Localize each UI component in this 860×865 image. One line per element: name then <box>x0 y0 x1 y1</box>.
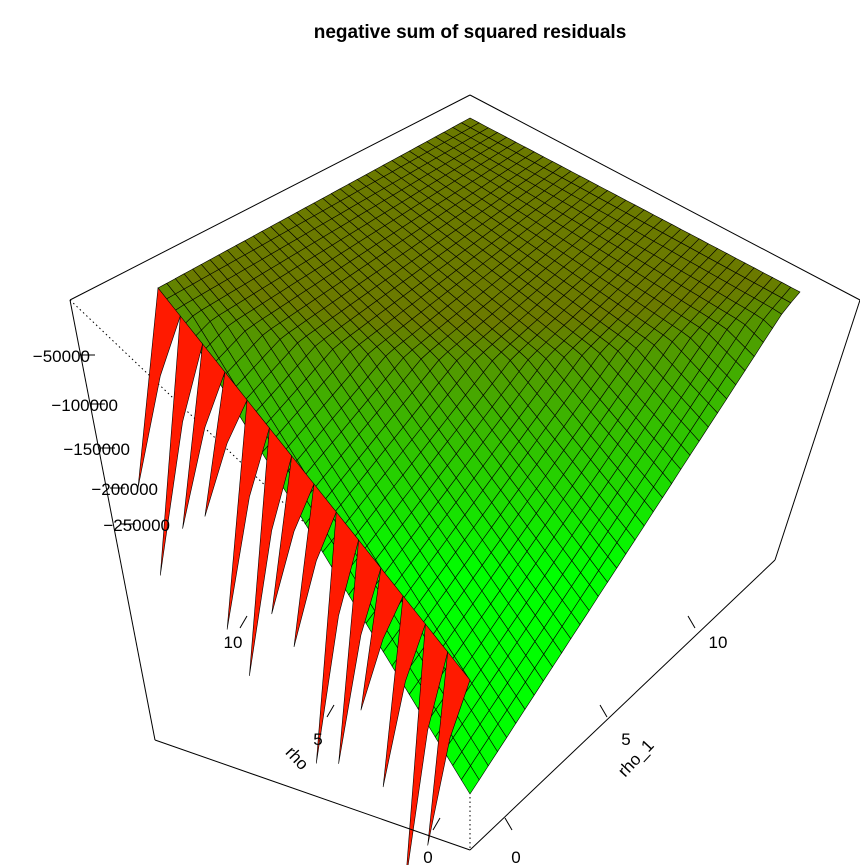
y-tick-label: 0 <box>511 848 520 865</box>
surface-wall-facet <box>338 539 382 764</box>
z-tick-label: −100000 <box>51 396 118 415</box>
surface-wall-facet <box>137 287 181 489</box>
box-edge-bottom-left <box>154 739 471 851</box>
y-tick-label: 5 <box>621 730 630 749</box>
chart-title: negative sum of squared residuals <box>314 22 627 43</box>
surface-wall-facet <box>271 455 315 615</box>
surface-wall-facet <box>406 623 449 865</box>
surface-wall-facet <box>360 567 404 711</box>
y-tick-label: 10 <box>709 633 728 652</box>
surface-mesh <box>137 117 801 865</box>
y-tick <box>504 817 513 831</box>
surface-wall-facet <box>160 315 203 576</box>
bounding-box <box>69 94 860 851</box>
surface-facet <box>460 765 480 795</box>
z-axis: −50000 −100000 −150000 −200000 −250000 <box>33 347 170 535</box>
surface-wall-facet <box>382 595 426 788</box>
x-tick <box>326 704 335 718</box>
surface-wall-facet <box>316 511 359 764</box>
box-edge-top-right <box>469 94 860 301</box>
x-axis-label: rho <box>282 743 313 774</box>
box-edge-right-vertical <box>774 299 860 561</box>
x-tick <box>239 615 248 629</box>
surface-wall-facet <box>204 371 248 517</box>
surface-wall-facet <box>182 343 226 529</box>
x-tick <box>432 817 441 831</box>
surface-wall-facet <box>293 483 337 647</box>
z-tick-label: −150000 <box>63 440 130 459</box>
x-tick-label: 0 <box>423 848 432 865</box>
x-tick-label: 5 <box>313 730 322 749</box>
y-tick <box>687 615 696 629</box>
z-tick-label: −50000 <box>33 347 90 366</box>
surface-wall-facet <box>249 427 293 676</box>
box-edge-left-vertical <box>69 299 156 741</box>
surface-wall-facet <box>226 399 270 630</box>
y-tick <box>599 704 608 718</box>
box-edge-bottom-right <box>469 559 776 851</box>
z-tick-label: −250000 <box>103 516 170 535</box>
z-tick-label: −200000 <box>91 480 158 499</box>
box-edge-top-left <box>69 94 471 301</box>
x-tick-label: 10 <box>224 633 243 652</box>
surface-wall-facet <box>427 651 471 846</box>
